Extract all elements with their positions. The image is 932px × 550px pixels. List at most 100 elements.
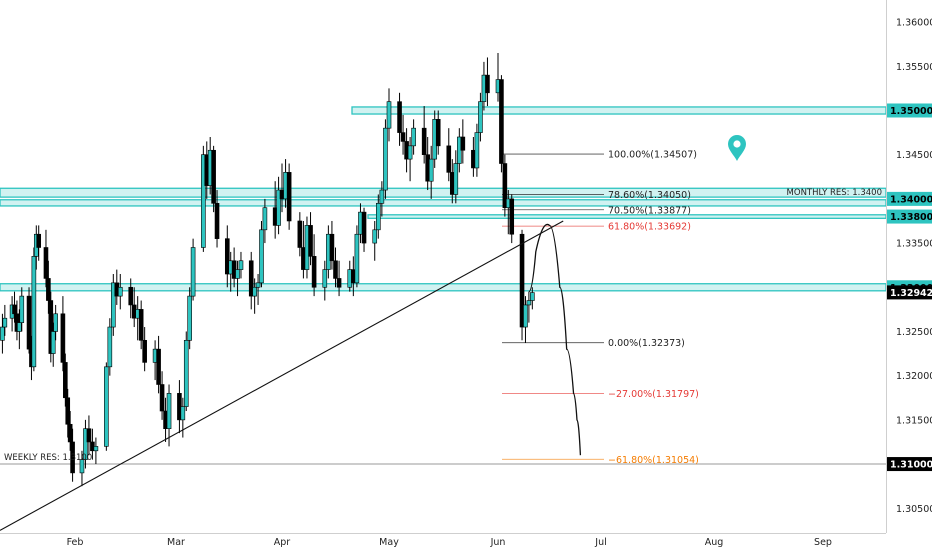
price-tag-label: 1.35000 [890, 106, 932, 117]
candle-body [252, 286, 257, 297]
candle-body [70, 441, 75, 474]
resistance-zone [0, 199, 887, 207]
price-tag [887, 191, 932, 206]
y-tick-label: 1.32500 [896, 327, 932, 338]
candle-body [485, 74, 490, 94]
candle-body [453, 163, 459, 195]
x-tick-label: May [379, 537, 399, 548]
candle-body [12, 304, 17, 315]
x-tick-label: Sep [814, 537, 832, 548]
annotations: MONTHLY RES: 1.3400 WEEKLY RES: 1.3100 [4, 188, 882, 463]
y-tick-label: 1.34500 [896, 150, 932, 161]
candle-body [308, 225, 313, 257]
candle-body [93, 446, 99, 452]
candle-body [474, 132, 480, 169]
fib-level-label: 70.50%(1.33877) [608, 205, 691, 216]
price-tag-label: 1.32942 [890, 288, 932, 299]
x-tick-label: Mar [167, 537, 185, 548]
candle-body [128, 286, 134, 306]
candle-body [428, 158, 434, 182]
resistance-zone [0, 187, 887, 198]
candle-body [107, 326, 113, 368]
candle-body [180, 406, 186, 421]
y-tick-label: 1.30500 [896, 504, 932, 515]
candle-body [446, 145, 452, 173]
monthly-resistance-label: MONTHLY RES: 1.3400 [787, 188, 882, 198]
fib-level-label: −27.00%(1.31797) [608, 389, 699, 400]
map-pin-shape [728, 135, 746, 161]
x-tick-label: Feb [67, 537, 84, 548]
candle-body [383, 127, 388, 191]
candle-body [17, 322, 22, 332]
candle-body [79, 459, 85, 474]
candle-body [329, 233, 335, 262]
candle-body [297, 220, 303, 248]
candle-body [372, 229, 378, 244]
price-tag [887, 285, 932, 300]
candle-body [138, 309, 144, 341]
candle-body [526, 300, 532, 306]
candle-body [397, 101, 402, 133]
candle-body [379, 189, 385, 204]
candle-body [36, 233, 42, 248]
price-tag-label: 1.31000 [890, 460, 932, 471]
candle-body [509, 198, 515, 235]
map-pin-icon [728, 135, 746, 161]
drawn-lines [0, 220, 582, 531]
price-tag [887, 103, 932, 118]
fib-level-label: 100.00%(1.34507) [608, 150, 697, 161]
weekly-resistance-label: WEEKLY RES: 1.3100 [4, 453, 92, 463]
candle-body [214, 203, 220, 239]
candle-body [407, 145, 413, 160]
candle-body [248, 260, 254, 297]
candle-body [435, 119, 441, 147]
candle-body [421, 127, 427, 155]
x-tick-label: Apr [274, 537, 291, 548]
y-tick-label: 1.32000 [896, 371, 932, 382]
candle-body [411, 127, 416, 147]
candle-body [46, 278, 51, 301]
candle-body [117, 286, 123, 297]
x-axis: Feb Mar Apr May Jun Jul Aug Sep [67, 537, 832, 548]
candle-body [86, 428, 92, 443]
map-pin-hole [733, 140, 741, 148]
candle-body [276, 189, 281, 226]
candle-body [400, 132, 406, 142]
candle-body [478, 101, 483, 133]
fib-level-label: −61.80%(1.31054) [608, 455, 699, 466]
x-tick-label: Jun [490, 537, 506, 548]
price-tag-label: 1.34000 [890, 194, 932, 205]
candle-body [259, 229, 264, 284]
candle-body [111, 282, 116, 328]
candle-body [523, 304, 528, 328]
candle-body [361, 211, 367, 244]
candle-body [201, 154, 206, 248]
candle-body [255, 282, 261, 288]
y-axis: 1.36000 1.35500 1.35000 1.34500 1.34000 1.335… [887, 18, 932, 515]
candle-body [166, 393, 172, 429]
y-tick-label: 1.33500 [896, 239, 932, 250]
ascending-trendline [0, 220, 564, 531]
candle-body [238, 260, 244, 270]
candle-body [26, 295, 32, 350]
candle-body [235, 269, 240, 279]
candle-body [156, 348, 161, 385]
candle-body [142, 340, 147, 363]
fib-level-label: 78.60%(1.34050) [608, 190, 691, 201]
candle-body [190, 247, 196, 297]
candle-body [83, 428, 88, 460]
candle-body [104, 366, 109, 447]
fibonacci-levels: 100.00%(1.34507) 78.60%(1.34050) 70.50%(1.… [502, 150, 699, 466]
candle-body [63, 362, 68, 399]
candle-body [2, 317, 8, 328]
x-tick-label: Jul [594, 537, 606, 548]
price-tag [887, 209, 932, 224]
candle-body [159, 384, 165, 412]
candle-body [211, 149, 216, 204]
candle-body [19, 295, 25, 323]
candle-body [354, 233, 360, 284]
candle-body [31, 256, 37, 368]
fib-level-label: 0.00%(1.32373) [608, 338, 685, 349]
y-tick-label: 1.36000 [896, 18, 932, 29]
